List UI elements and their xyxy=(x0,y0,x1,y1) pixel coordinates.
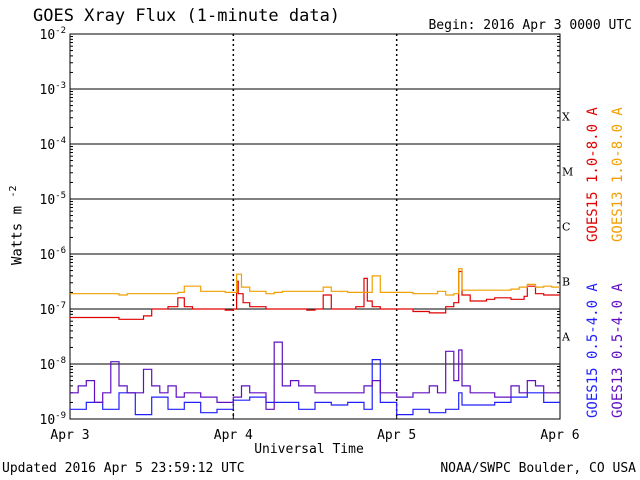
y-tick-label: 10-9 xyxy=(40,411,67,428)
y-tick-label: 10-3 xyxy=(40,81,67,98)
y-tick-label: 10-8 xyxy=(40,356,67,373)
series-line-3 xyxy=(70,341,560,410)
plot-frame xyxy=(69,33,561,420)
begin-label: Begin: 2016 Apr 3 0000 UTC xyxy=(428,18,632,34)
flare-class-labels: A B C M X xyxy=(561,111,573,344)
y-axis-title-text: Watts m xyxy=(9,205,26,265)
begin-label-text: Begin: xyxy=(428,18,476,33)
y-tick-label: 10-2 xyxy=(40,26,67,43)
legend-goes13-short: GOES13 0.5-4.0 A xyxy=(610,283,626,418)
flare-class-label: A xyxy=(561,331,571,344)
updated-timestamp: Updated 2016 Apr 5 23:59:12 UTC xyxy=(2,461,245,476)
legend-goes15-long: GOES15 1.0-8.0 A xyxy=(585,107,601,242)
y-tick-label: 10-5 xyxy=(40,191,67,208)
series-line-0 xyxy=(70,270,560,320)
x-tick-label: Apr 5 xyxy=(377,428,416,443)
x-tick-label: Apr 4 xyxy=(214,428,253,443)
y-axis-title: Watts m -2 xyxy=(8,186,26,266)
begin-value: 2016 Apr 3 0000 UTC xyxy=(483,18,632,33)
legend-goes13-long: GOES13 1.0-8.0 A xyxy=(610,107,626,242)
series-line-1 xyxy=(70,268,560,296)
y-tick-label: 10-7 xyxy=(40,301,67,318)
y-tick-label: 10-6 xyxy=(40,246,67,263)
x-tick-labels: Apr 3 Apr 4 Apr 5 Apr 6 xyxy=(50,428,579,443)
flare-class-label: X xyxy=(562,111,570,124)
x-tick-label: Apr 6 xyxy=(540,428,579,443)
y-tick-label: 10-4 xyxy=(40,136,67,153)
flare-class-label: B xyxy=(562,276,570,289)
x-axis-title: Universal Time xyxy=(254,442,364,457)
series-line-2 xyxy=(70,359,560,416)
legend-goes15-short: GOES15 0.5-4.0 A xyxy=(585,283,601,418)
flare-class-label: C xyxy=(562,221,570,234)
series-lines xyxy=(70,268,560,416)
y-tick-labels: 10-9 10-8 10-7 10-6 10-5 10-4 10-3 10-2 xyxy=(40,26,67,428)
flare-class-label: M xyxy=(562,166,573,179)
chart-title: GOES Xray Flux (1-minute data) xyxy=(33,6,341,26)
x-tick-label: Apr 3 xyxy=(50,428,89,443)
credit-text: NOAA/SWPC Boulder, CO USA xyxy=(440,461,636,476)
y-axis-title-exponent: -2 xyxy=(8,185,19,198)
